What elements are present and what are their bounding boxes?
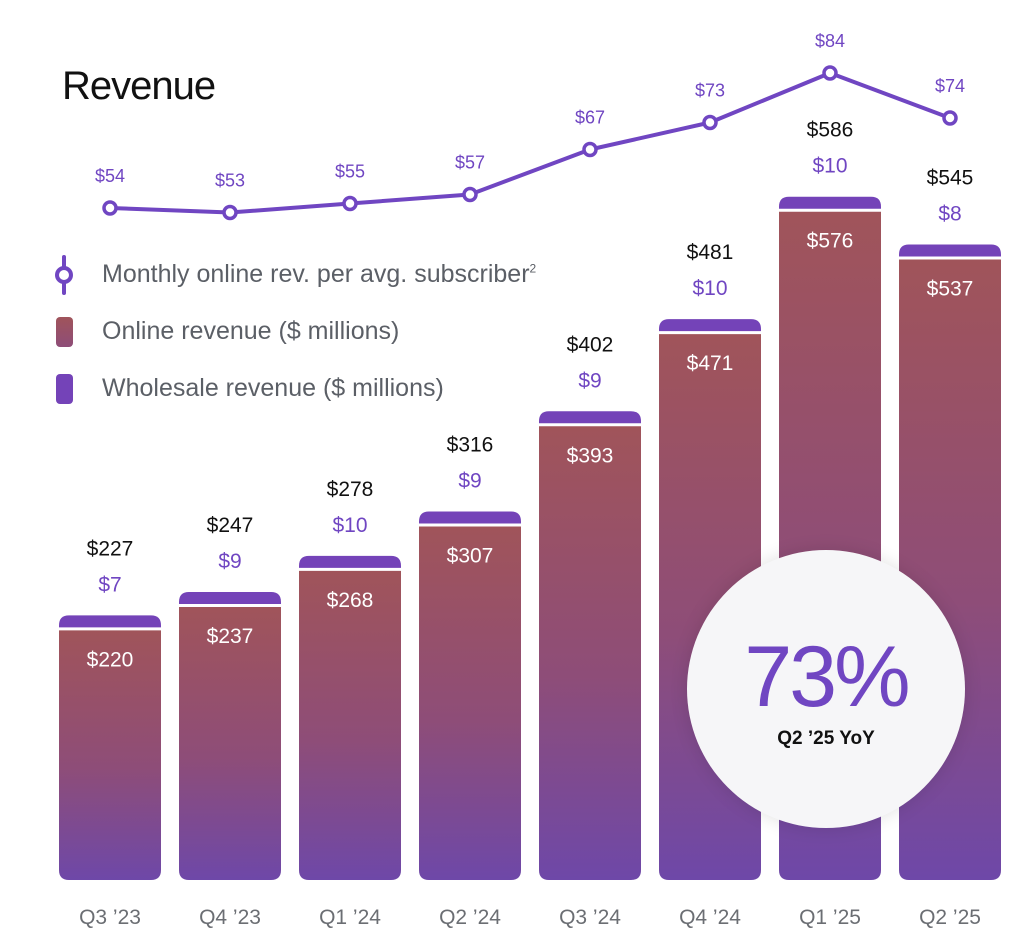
online-value-label: $576 — [807, 230, 854, 253]
online-value-label: $471 — [687, 352, 734, 375]
subscriber-point — [222, 204, 238, 221]
x-tick-label: Q4 ’23 — [199, 906, 261, 929]
wholesale-bar — [419, 511, 521, 524]
wholesale-bar — [179, 591, 281, 604]
subscriber-point — [462, 186, 478, 203]
online-bar — [59, 630, 161, 880]
online-value-label: $268 — [327, 589, 374, 612]
subscriber-value-label: $54 — [95, 166, 125, 186]
subscriber-line-layer: $54 $53 $55 $57 $67 $73 $84 $74 — [95, 31, 965, 221]
online-value-label: $307 — [447, 545, 494, 568]
subscriber-point — [822, 65, 838, 81]
wholesale-value-label: $9 — [218, 550, 241, 573]
subscriber-line — [109, 71, 951, 215]
subscriber-value-label: $67 — [575, 108, 605, 128]
total-value-label: $247 — [207, 514, 254, 537]
online-bar — [419, 526, 521, 880]
legend: Monthly online rev. per avg. subscriber2… — [52, 246, 536, 417]
subscriber-point — [942, 110, 958, 126]
yoy-label: Q2 ’25 YoY — [777, 728, 875, 749]
yoy-callout: 73% Q2 ’25 YoY — [687, 550, 965, 828]
online-value-label: $220 — [87, 648, 134, 671]
wholesale-value-label: $7 — [98, 573, 121, 596]
x-tick-label: Q2 ’25 — [919, 906, 981, 929]
online-value-label: $237 — [207, 625, 254, 648]
wholesale-value-label: $10 — [812, 155, 847, 178]
wholesale-value-label: $9 — [458, 470, 481, 493]
chart-title: Revenue — [62, 64, 216, 108]
subscriber-point — [342, 195, 358, 212]
wholesale-value-label: $10 — [332, 514, 367, 537]
x-tick-label: Q2 ’24 — [439, 906, 501, 929]
legend-label: Wholesale revenue ($ millions) — [102, 374, 444, 402]
wholesale-bar — [779, 196, 881, 209]
line-marker-icon — [52, 254, 76, 295]
wholesale-value-label: $8 — [938, 203, 961, 226]
x-tick-label: Q3 ’23 — [79, 906, 141, 929]
online-swatch-icon — [52, 316, 76, 347]
subscriber-value-label: $57 — [455, 153, 485, 173]
wholesale-bar — [299, 555, 401, 568]
subscriber-point — [582, 141, 598, 158]
total-value-label: $227 — [87, 537, 134, 560]
x-tick-label: Q1 ’24 — [319, 906, 381, 929]
subscriber-value-label: $84 — [815, 31, 845, 51]
online-value-label: $537 — [927, 278, 974, 301]
wholesale-bar — [59, 615, 161, 628]
subscriber-value-label: $55 — [335, 162, 365, 182]
wholesale-bar — [899, 244, 1001, 257]
wholesale-swatch-icon — [52, 373, 76, 404]
wholesale-value-label: $10 — [692, 277, 727, 300]
x-tick-label: Q3 ’24 — [559, 906, 621, 929]
wholesale-bar — [539, 411, 641, 424]
legend-item-subscriber: Monthly online rev. per avg. subscriber2 — [52, 246, 536, 303]
yoy-value: 73% — [744, 629, 910, 725]
legend-item-wholesale: Wholesale revenue ($ millions) — [52, 360, 536, 417]
subscriber-value-label: $74 — [935, 76, 965, 96]
total-value-label: $402 — [567, 333, 614, 356]
x-axis: Q3 ’23 Q4 ’23 Q1 ’24 Q2 ’24 Q3 ’24 Q4 ’24 Q1 ’… — [79, 906, 981, 929]
online-bar — [299, 570, 401, 880]
online-value-label: $393 — [567, 444, 614, 467]
online-bar — [179, 606, 281, 880]
legend-label: Monthly online rev. per avg. subscriber2 — [102, 260, 537, 288]
total-value-label: $545 — [927, 167, 974, 190]
total-value-label: $316 — [447, 434, 494, 457]
legend-item-online: Online revenue ($ millions) — [52, 303, 536, 360]
total-value-label: $278 — [327, 478, 374, 501]
wholesale-bar — [659, 319, 761, 332]
legend-label: Online revenue ($ millions) — [102, 317, 400, 345]
x-tick-label: Q4 ’24 — [679, 906, 741, 929]
online-bar — [539, 426, 641, 880]
wholesale-value-label: $9 — [578, 369, 601, 392]
subscriber-value-label: $53 — [215, 171, 245, 191]
total-value-label: $481 — [687, 241, 734, 264]
total-value-label: $586 — [807, 119, 854, 142]
subscriber-point — [702, 114, 718, 131]
subscriber-value-label: $73 — [695, 81, 725, 101]
x-tick-label: Q1 ’25 — [799, 906, 861, 929]
subscriber-point — [102, 200, 118, 216]
